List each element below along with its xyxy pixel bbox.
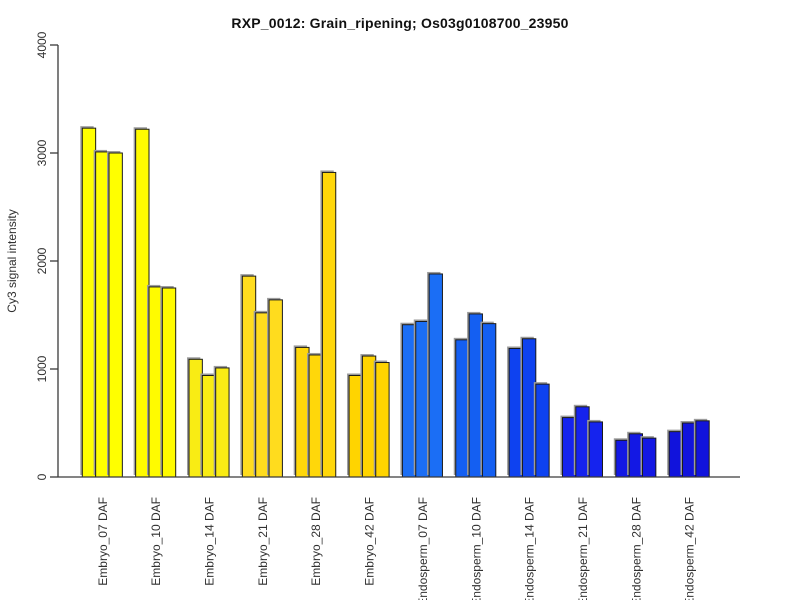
bar (695, 420, 710, 478)
bar (161, 287, 177, 478)
y-axis-title: Cy3 signal intensity (5, 209, 19, 312)
bar (215, 367, 230, 478)
y-tick-label: 4000 (35, 31, 49, 58)
bar (81, 127, 97, 478)
bar (135, 128, 150, 478)
x-category-label: Endosperm_42 DAF (683, 497, 697, 600)
bar (521, 338, 537, 478)
bar (375, 362, 390, 478)
bar (255, 312, 270, 478)
x-category-label: Endosperm_14 DAF (523, 497, 537, 600)
bar (642, 437, 657, 478)
bar (95, 151, 110, 478)
bar (481, 323, 497, 478)
bar (108, 152, 123, 478)
y-tick-label: 0 (35, 473, 49, 480)
bar (188, 358, 203, 478)
y-tick-label: 2000 (35, 247, 49, 274)
x-category-label: Endosperm_10 DAF (469, 497, 483, 600)
bar (668, 431, 684, 478)
chart-title: RXP_0012: Grain_ripening; Os03g0108700_2… (231, 15, 569, 31)
bar (455, 339, 470, 478)
bar (535, 383, 550, 478)
x-category-label: Embryo_10 DAF (149, 497, 163, 586)
x-category-label: Embryo_42 DAF (363, 497, 377, 586)
x-category-label: Embryo_21 DAF (256, 497, 270, 586)
x-category-label: Embryo_14 DAF (203, 497, 217, 586)
bar (575, 406, 590, 478)
x-category-label: Endosperm_07 DAF (416, 497, 430, 600)
bar (308, 354, 323, 478)
bar (348, 374, 363, 478)
bar (241, 275, 257, 478)
bar (508, 347, 523, 478)
bar (148, 286, 163, 478)
bar (361, 355, 377, 478)
y-tick-label: 1000 (35, 355, 49, 382)
bar (561, 417, 577, 478)
x-category-label: Embryo_28 DAF (309, 497, 323, 586)
bar (628, 433, 644, 478)
bar (468, 313, 483, 478)
bar (615, 439, 630, 478)
x-category-label: Endosperm_21 DAF (576, 497, 590, 600)
x-category-label: Endosperm_28 DAF (629, 497, 643, 600)
bar (295, 346, 310, 478)
x-category-label: Embryo_07 DAF (96, 497, 110, 586)
bar (588, 421, 604, 478)
bar (201, 374, 217, 478)
bar (401, 324, 417, 478)
bar (415, 320, 430, 478)
bar (321, 171, 337, 478)
bar (682, 422, 697, 478)
bar (268, 299, 283, 478)
bar (428, 273, 443, 478)
y-tick-label: 3000 (35, 139, 49, 166)
